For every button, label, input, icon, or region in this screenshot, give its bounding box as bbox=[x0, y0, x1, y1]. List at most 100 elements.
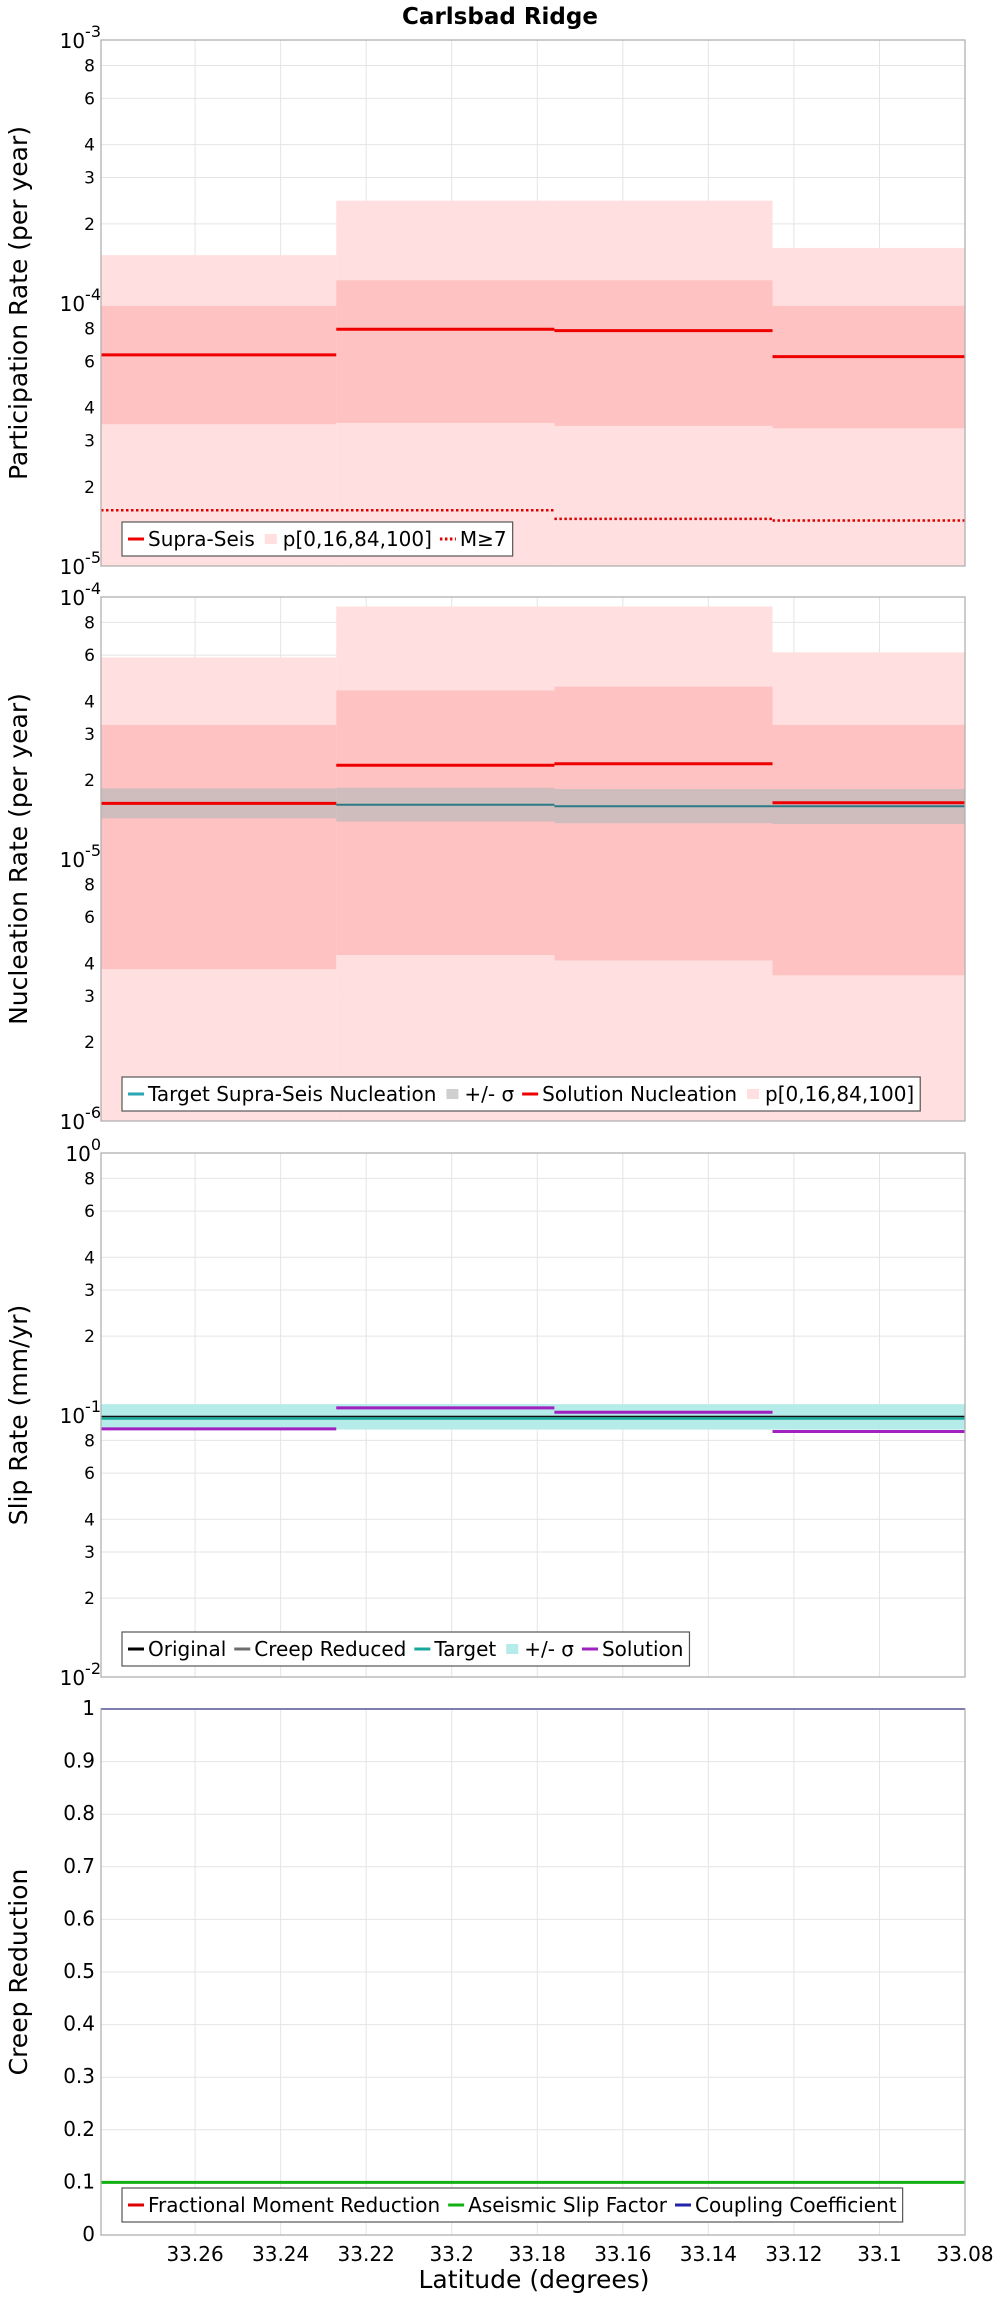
panel2-legend-label: Original bbox=[148, 1637, 226, 1661]
panel0-legend: Supra-Seis p[0,16,84,100] M≥7 bbox=[121, 521, 514, 557]
panel3-y-tick-label: 0.5 bbox=[63, 1959, 95, 1983]
panel2-legend-label: Creep Reduced bbox=[254, 1637, 406, 1661]
panel1-y-tick-label: 2 bbox=[84, 771, 95, 791]
panel3-legend: Fractional Moment Reduction Aseismic Slip… bbox=[121, 2187, 904, 2223]
panel2-y-tick-label: 6 bbox=[84, 1464, 95, 1484]
panel0-y-tick-label: 8 bbox=[84, 319, 95, 339]
x-tick-label: 33.22 bbox=[338, 2242, 395, 2266]
panel1-legend-box bbox=[121, 1076, 921, 1112]
panel1-y-tick-label: 3 bbox=[84, 725, 95, 745]
x-tick-label: 33.24 bbox=[252, 2242, 309, 2266]
figure-title: Carlsbad Ridge bbox=[402, 4, 598, 30]
creep-reduction-panel: 1 0.9 0.8 0.7 0.6 0.5 0.4 0.3 0.2 0.1 0 Creep Reduc… bbox=[4, 1696, 994, 2266]
panel2-legend-label: +/- σ bbox=[524, 1637, 574, 1661]
panel1-y-axis-label: Nucleation Rate (per year) bbox=[4, 693, 33, 1025]
panel1-y-tick-label: 2 bbox=[84, 1033, 95, 1053]
panel1-y-tick-label: 6 bbox=[84, 646, 95, 666]
panel1-legend-label: Solution Nucleation bbox=[542, 1082, 737, 1106]
x-axis-label: Latitude (degrees) bbox=[419, 2265, 650, 2294]
panel0-legend-label: M≥7 bbox=[460, 527, 507, 551]
panel2-y-tick-label: 6 bbox=[84, 1202, 95, 1222]
panel3-y-tick-label: 0.1 bbox=[63, 2169, 95, 2193]
panel1-y-tick-label: 8 bbox=[84, 875, 95, 895]
panel2-y-tick-label: 100 bbox=[65, 1135, 101, 1166]
panel0-y-axis-label: Participation Rate (per year) bbox=[4, 126, 33, 480]
panel2-y-tick-label: 3 bbox=[84, 1281, 95, 1301]
panel0-y-tick-label: 10-3 bbox=[60, 22, 101, 53]
panel2-legend: Original Creep Reduced Target +/- σ Solution bbox=[121, 1631, 691, 1667]
panel0-band-1-segment bbox=[554, 280, 773, 426]
panel0-legend-label: p[0,16,84,100] bbox=[283, 527, 432, 551]
panel0-y-tick-label: 6 bbox=[84, 89, 95, 109]
panel3-y-tick-label: 0.9 bbox=[63, 1749, 95, 1773]
panel0-band-1-segment bbox=[101, 305, 337, 425]
panel3-legend-label: Fractional Moment Reduction bbox=[148, 2193, 440, 2217]
panel1-legend: Target Supra-Seis Nucleation +/- σ Solutio… bbox=[121, 1076, 921, 1112]
panel0-y-tick-label: 6 bbox=[84, 352, 95, 372]
panel1-y-tick-label: 4 bbox=[84, 692, 95, 712]
x-tick-label: 33.2 bbox=[429, 2242, 474, 2266]
panel2-frame bbox=[100, 1152, 966, 1678]
panel2-y-tick-label: 3 bbox=[84, 1543, 95, 1563]
panel0-frame bbox=[100, 39, 966, 567]
panel2-legend-label: Target bbox=[433, 1637, 496, 1661]
panel3-legend-label: Aseismic Slip Factor bbox=[468, 2193, 668, 2217]
panel0-y-tick-label: 2 bbox=[84, 215, 95, 235]
panel0-y-tick-label: 3 bbox=[84, 169, 95, 189]
panel1-legend-swatch bbox=[446, 1089, 459, 1099]
slip-rate-panel: 100 8 6 4 3 2 10-1 8 6 4 3 2 10-2 Slip Rate (mm/yr) Or… bbox=[4, 1135, 966, 1690]
panel3-frame bbox=[100, 1708, 966, 2236]
panel3-y-tick-label: 0.8 bbox=[63, 1801, 95, 1825]
panel1-y-tick-label: 8 bbox=[84, 613, 95, 633]
panel1-y-tick-label: 10-5 bbox=[60, 841, 101, 872]
panel3-y-tick-label: 0.3 bbox=[63, 2064, 95, 2088]
panel1-band-1-segment bbox=[336, 690, 555, 956]
panel3-y-tick-label: 0 bbox=[82, 2222, 95, 2246]
panel2-y-tick-label: 10-2 bbox=[60, 1659, 101, 1690]
panel0-legend-swatch bbox=[264, 534, 277, 544]
panel2-legend-label: Solution bbox=[602, 1637, 683, 1661]
panel3-legend-label: Coupling Coefficient bbox=[695, 2193, 897, 2217]
panel2-legend-swatch bbox=[506, 1644, 519, 1654]
panel0-y-tick-label: 10-5 bbox=[60, 548, 101, 579]
x-tick-label: 33.26 bbox=[166, 2242, 223, 2266]
x-tick-label: 33.18 bbox=[509, 2242, 566, 2266]
panel2-y-tick-label: 4 bbox=[84, 1248, 95, 1268]
nucleation-rate-panel: 10-4 8 6 4 3 2 10-5 8 6 4 3 2 10-6 Nucleation Rate (p… bbox=[4, 579, 966, 1134]
panel1-legend-label: +/- σ bbox=[464, 1082, 514, 1106]
panel1-legend-label: Target Supra-Seis Nucleation bbox=[147, 1082, 436, 1106]
panel0-band-1-segment bbox=[336, 280, 555, 423]
panel2-y-axis-label: Slip Rate (mm/yr) bbox=[4, 1305, 33, 1526]
x-tick-label: 33.1 bbox=[857, 2242, 902, 2266]
panel1-y-tick-label: 10-4 bbox=[60, 579, 101, 610]
panel1-y-tick-label: 4 bbox=[84, 954, 95, 974]
panel0-legend-box bbox=[121, 521, 514, 557]
participation-rate-panel: 10-3 8 6 4 3 2 10-4 8 6 4 3 2 10-5 Participation Rate… bbox=[4, 22, 966, 579]
panel1-legend-swatch bbox=[747, 1089, 760, 1099]
panel1-y-tick-label: 6 bbox=[84, 908, 95, 928]
panel2-y-tick-label: 2 bbox=[84, 1589, 95, 1609]
panel1-band-1-segment bbox=[554, 686, 773, 961]
panel0-band-1-segment bbox=[772, 305, 965, 429]
panel0-y-tick-label: 2 bbox=[84, 478, 95, 498]
x-tick-label: 33.12 bbox=[765, 2242, 822, 2266]
panel2-y-tick-label: 8 bbox=[84, 1169, 95, 1189]
panel2-y-tick-label: 4 bbox=[84, 1510, 95, 1530]
panel1-y-tick-label: 10-6 bbox=[60, 1103, 101, 1134]
panel3-y-tick-label: 0.4 bbox=[63, 2012, 95, 2036]
panel2-y-tick-label: 8 bbox=[84, 1431, 95, 1451]
panel1-band-1-segment bbox=[101, 724, 337, 970]
panel1-frame bbox=[100, 596, 966, 1122]
panel2-y-tick-label: 10-1 bbox=[60, 1397, 101, 1428]
panel0-y-tick-label: 4 bbox=[84, 136, 95, 156]
panel0-y-tick-label: 10-4 bbox=[60, 285, 101, 316]
panel3-y-tick-label: 0.7 bbox=[63, 1854, 95, 1878]
panel0-legend-label: Supra-Seis bbox=[148, 527, 255, 551]
panel2-y-tick-label: 2 bbox=[84, 1327, 95, 1347]
x-tick-label: 33.16 bbox=[594, 2242, 651, 2266]
panel1-legend-label: p[0,16,84,100] bbox=[765, 1082, 914, 1106]
panel0-y-tick-label: 3 bbox=[84, 432, 95, 452]
panel0-y-tick-label: 8 bbox=[84, 56, 95, 76]
panel1-band-1-segment bbox=[772, 724, 965, 976]
